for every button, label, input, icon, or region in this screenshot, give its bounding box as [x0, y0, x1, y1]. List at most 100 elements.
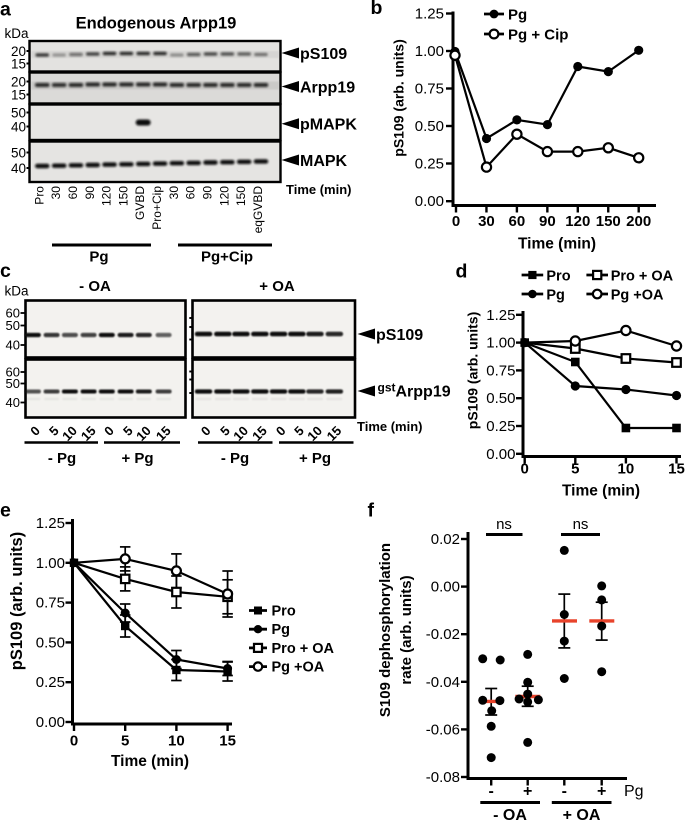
svg-text:1.00: 1.00: [415, 43, 444, 60]
svg-text:+: +: [523, 783, 532, 800]
svg-text:120: 120: [565, 213, 590, 230]
svg-text:0.75: 0.75: [415, 81, 444, 98]
svg-text:40: 40: [6, 338, 20, 353]
svg-text:rate (arb. units): rate (arb. units): [398, 575, 415, 684]
svg-text:pMAPK: pMAPK: [300, 117, 357, 134]
svg-text:Pg +OA: Pg +OA: [611, 288, 664, 304]
svg-text:+ Pg: + Pg: [121, 450, 153, 467]
svg-text:Time (min): Time (min): [518, 236, 596, 253]
svg-text:0.50: 0.50: [36, 634, 65, 651]
svg-text:90: 90: [539, 213, 556, 230]
svg-text:+ OA: + OA: [259, 278, 295, 295]
svg-text:ns: ns: [573, 516, 589, 533]
svg-text:- OA: - OA: [79, 278, 111, 295]
svg-text:Pro+Cip: Pro+Cip: [150, 186, 164, 230]
svg-text:pS109: pS109: [376, 327, 423, 344]
svg-text:Time (min): Time (min): [111, 753, 189, 770]
svg-text:Time (min): Time (min): [562, 483, 640, 500]
svg-text:5: 5: [121, 733, 129, 750]
svg-text:-0.04: -0.04: [426, 674, 460, 691]
svg-text:0.02: 0.02: [431, 531, 460, 548]
svg-text:60: 60: [6, 306, 20, 321]
svg-text:+ Pg: + Pg: [299, 450, 331, 467]
svg-text:- OA: - OA: [493, 807, 527, 824]
svg-text:b: b: [371, 0, 383, 19]
svg-text:pS109 (arb. units): pS109 (arb. units): [391, 39, 407, 156]
svg-text:e: e: [0, 500, 11, 522]
svg-text:120: 120: [217, 186, 231, 206]
svg-text:120: 120: [100, 186, 114, 206]
svg-text:- Pg: - Pg: [221, 450, 249, 467]
svg-text:30: 30: [167, 186, 181, 200]
svg-text:Pg: Pg: [546, 288, 565, 304]
svg-text:pS109 (arb. units): pS109 (arb. units): [8, 532, 26, 670]
svg-text:1.25: 1.25: [415, 6, 444, 23]
svg-text:1.00: 1.00: [486, 335, 515, 352]
svg-text:5: 5: [571, 461, 579, 478]
svg-text:60: 60: [184, 186, 198, 200]
svg-text:kDa: kDa: [5, 284, 29, 299]
svg-text:0.25: 0.25: [415, 156, 444, 173]
svg-text:0.50: 0.50: [486, 390, 515, 407]
svg-text:Arpp19: Arpp19: [300, 79, 355, 96]
svg-text:Pro + OA: Pro + OA: [272, 641, 335, 657]
svg-text:40: 40: [6, 395, 20, 410]
svg-text:-0.06: -0.06: [426, 721, 460, 738]
svg-text:+ OA: + OA: [563, 807, 601, 824]
svg-text:200: 200: [626, 213, 651, 230]
svg-text:kDa: kDa: [5, 26, 29, 41]
svg-text:0.75: 0.75: [36, 595, 65, 612]
svg-text:d: d: [456, 261, 468, 283]
svg-text:1.25: 1.25: [36, 515, 65, 532]
svg-text:0.75: 0.75: [486, 362, 515, 379]
svg-text:30: 30: [478, 213, 495, 230]
svg-text:60: 60: [6, 365, 20, 380]
svg-text:Pg: Pg: [624, 783, 644, 800]
svg-text:-: -: [562, 783, 567, 800]
svg-text:ns: ns: [496, 516, 512, 533]
svg-text:0.25: 0.25: [36, 674, 65, 691]
svg-text:Pro: Pro: [272, 604, 296, 620]
svg-text:0.00: 0.00: [36, 714, 65, 731]
svg-text:50: 50: [6, 376, 20, 391]
svg-text:40: 40: [11, 161, 26, 176]
svg-text:0: 0: [521, 461, 529, 478]
svg-text:Pg: Pg: [89, 249, 108, 266]
svg-text:Time (min): Time (min): [286, 182, 352, 197]
svg-text:Pg: Pg: [508, 7, 527, 24]
svg-text:- Pg: - Pg: [48, 450, 76, 467]
svg-text:Pg + Cip: Pg + Cip: [508, 27, 568, 44]
svg-text:MAPK: MAPK: [300, 153, 348, 170]
svg-text:15: 15: [219, 733, 236, 750]
svg-text:Pg+Cip: Pg+Cip: [201, 249, 253, 266]
svg-text:50: 50: [6, 318, 20, 333]
svg-text:15: 15: [11, 88, 26, 103]
svg-text:150: 150: [116, 186, 130, 206]
svg-text:Pg +OA: Pg +OA: [272, 660, 325, 676]
svg-text:0.50: 0.50: [415, 118, 444, 135]
svg-text:f: f: [368, 500, 375, 522]
svg-text:15: 15: [11, 57, 26, 72]
svg-text:Pro + OA: Pro + OA: [611, 269, 674, 285]
svg-text:60: 60: [509, 213, 526, 230]
svg-text:Time (min): Time (min): [357, 419, 423, 434]
svg-text:Pro: Pro: [32, 186, 46, 205]
svg-text:20: 20: [11, 75, 26, 90]
svg-text:0: 0: [452, 213, 460, 230]
svg-text:0.00: 0.00: [431, 579, 460, 596]
svg-text:40: 40: [11, 120, 26, 135]
svg-text:50: 50: [11, 106, 26, 121]
svg-text:Pro: Pro: [546, 269, 570, 285]
svg-text:1.25: 1.25: [486, 307, 515, 324]
svg-text:150: 150: [234, 186, 248, 206]
svg-text:60: 60: [66, 186, 80, 200]
svg-text:50: 50: [11, 146, 26, 161]
svg-text:30: 30: [49, 186, 63, 200]
svg-text:Endogenous Arpp19: Endogenous Arpp19: [76, 15, 237, 33]
svg-text:gstArpp19: gstArpp19: [378, 381, 451, 401]
svg-text:20: 20: [11, 44, 26, 59]
svg-text:0.25: 0.25: [486, 418, 515, 435]
svg-text:c: c: [0, 260, 11, 282]
svg-text:0: 0: [70, 733, 78, 750]
svg-text:-0.08: -0.08: [426, 769, 460, 786]
